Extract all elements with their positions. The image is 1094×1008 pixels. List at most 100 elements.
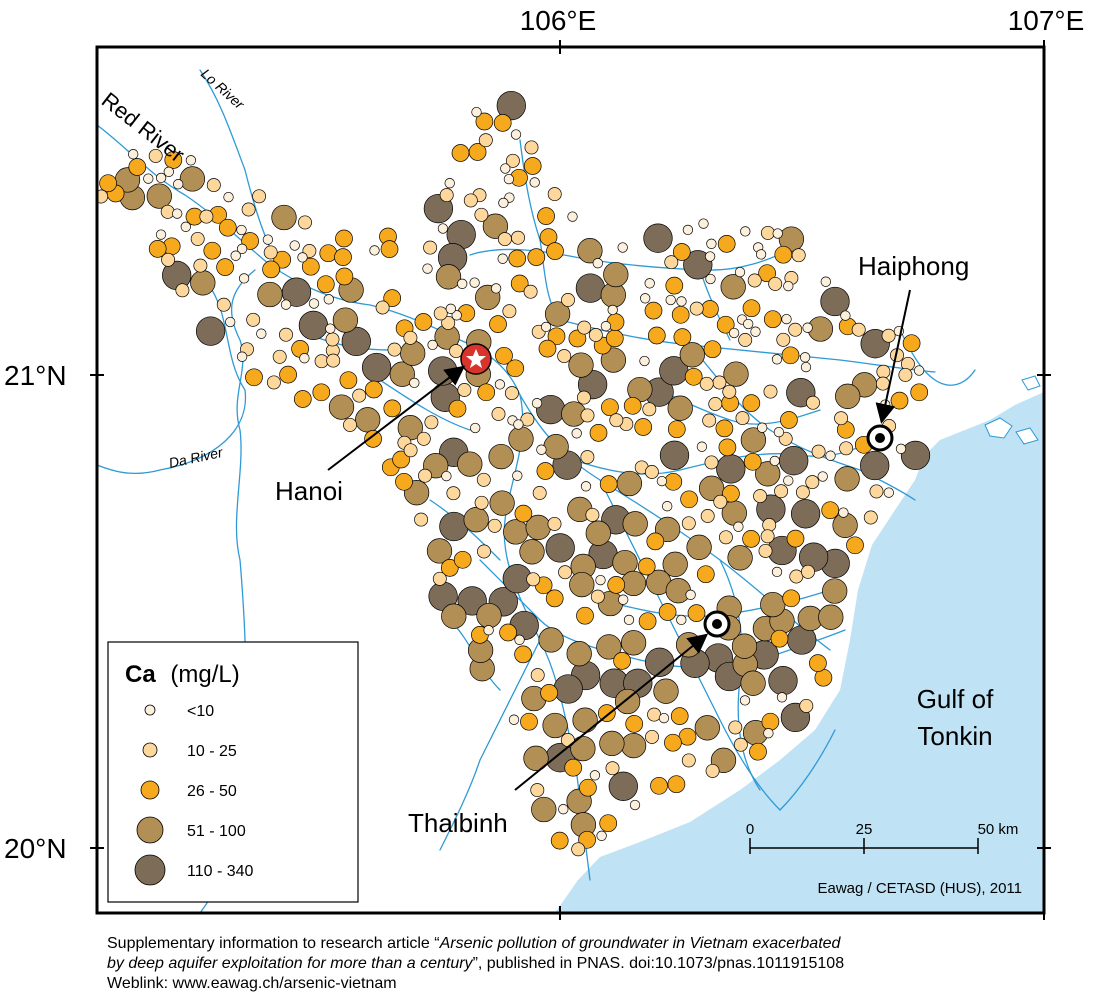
sample-point [895,443,907,454]
sample-point [439,188,454,203]
legend-symbol [140,780,160,800]
sample-point [623,396,642,415]
sample-point [495,346,513,365]
sample-point [308,298,320,309]
sample-point [400,340,426,366]
sample-point [193,258,208,273]
sample-point [664,733,682,752]
sample-point [769,455,780,467]
sample-point [508,714,520,725]
sample-point [457,383,472,397]
sample-point [538,339,557,358]
sample-point [686,534,712,560]
sample-point [881,328,896,343]
sample-point [898,367,913,382]
sample-point [795,485,810,500]
credit-text: Eawag / CETASD (HUS), 2011 [817,880,1022,897]
sample-point [696,565,715,584]
sample-point [195,316,226,346]
sample-point [441,603,467,629]
sample-point [597,704,616,722]
caption-suffix: ”, published in PNAS. doi:10.1073/pnas.1… [472,955,845,972]
island [1021,375,1041,391]
sample-point [513,419,524,430]
sample-point [761,712,780,731]
sample-point [448,399,467,418]
sample-point [471,106,482,118]
thaibinh-label: Thaibinh [408,808,508,838]
sample-point [146,183,172,209]
sample-point [426,538,453,564]
sample-point [571,842,586,857]
sample-point [753,489,768,504]
sample-point [681,516,696,531]
sample-point [665,294,676,306]
sample-point [673,328,692,346]
sample-point [523,745,549,771]
sample-point [580,481,592,492]
sample-point [482,213,509,239]
sample-point [500,163,511,174]
sample-point [629,799,641,811]
sample-point [650,776,668,795]
sample-point [811,444,826,459]
sample-point [731,633,758,659]
sample-point [238,273,250,284]
sample-point [409,377,420,389]
sample-point [279,365,297,384]
sample-point [708,397,723,411]
sample-point [424,415,439,430]
sample-point [403,330,418,345]
sample-point [676,614,687,626]
sample-point [799,698,814,713]
sample-point [497,232,512,247]
sample-point [883,487,894,498]
sample-point [706,238,717,249]
sample-point [875,376,890,391]
sample-point [664,255,679,270]
sample-point [740,427,767,453]
sample-point [298,310,329,341]
sample-point [546,242,564,260]
sample-point [863,510,878,525]
sample-point [705,273,716,285]
sample-point [800,361,812,373]
sample-point [383,399,402,418]
sample-point [763,310,782,329]
sample-point [716,315,735,334]
sample-point [790,499,821,529]
sample-point [477,383,496,402]
sample-point [463,193,478,208]
sample-point [687,604,706,622]
sample-point [733,521,744,532]
sample-point [834,466,860,492]
sample-point [722,384,737,399]
sample-point [749,742,767,761]
sample-point [190,270,216,296]
sample-point [316,275,335,294]
sample-point [590,589,605,604]
legend-label: <10 [187,703,214,720]
sample-point [572,707,598,733]
figure-caption: Supplementary information to research ar… [107,934,1067,994]
sample-point [570,735,596,762]
sample-point [801,564,815,579]
sample-point [670,707,689,725]
sample-point [589,424,608,442]
sample-point [608,771,638,801]
sample-point [715,419,734,438]
sample-point [325,323,336,334]
sample-point [506,359,525,378]
sample-point [483,625,494,636]
sample-point [806,395,820,410]
sample-point [561,293,575,307]
sample-point [523,157,542,175]
caption-line-2: by deep aquifer exploitation for more th… [107,954,1067,974]
sample-point [155,229,167,240]
sample-point [616,470,643,497]
legend-title: Ca [125,661,156,688]
haiphong-label: Haiphong [858,251,969,281]
sample-point [489,315,507,333]
sample-point [763,384,778,399]
